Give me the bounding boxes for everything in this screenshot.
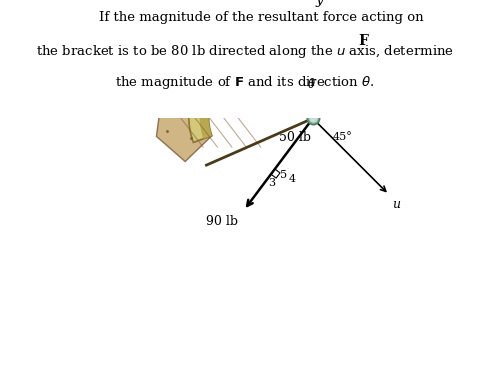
Text: θ: θ [307, 78, 314, 91]
Text: 50 lb: 50 lb [278, 131, 310, 144]
Text: 5: 5 [279, 171, 286, 181]
Wedge shape [199, 52, 322, 139]
Text: the bracket is to be 80 lb directed along the $u$ axis, determine: the bracket is to be 80 lb directed alon… [36, 43, 452, 60]
Text: y: y [315, 0, 323, 7]
Text: 4: 4 [288, 174, 295, 184]
Text: 45°: 45° [332, 132, 351, 142]
Text: F: F [358, 34, 367, 48]
Polygon shape [156, 47, 246, 162]
Text: the magnitude of $\mathbf{F}$ and its direction $\theta$.: the magnitude of $\mathbf{F}$ and its di… [114, 74, 374, 91]
Text: If the magnitude of the resultant force acting on: If the magnitude of the resultant force … [65, 11, 423, 24]
Text: 90 lb: 90 lb [206, 215, 238, 228]
Text: 3: 3 [267, 178, 275, 188]
Wedge shape [188, 41, 332, 142]
Text: u: u [391, 198, 399, 211]
